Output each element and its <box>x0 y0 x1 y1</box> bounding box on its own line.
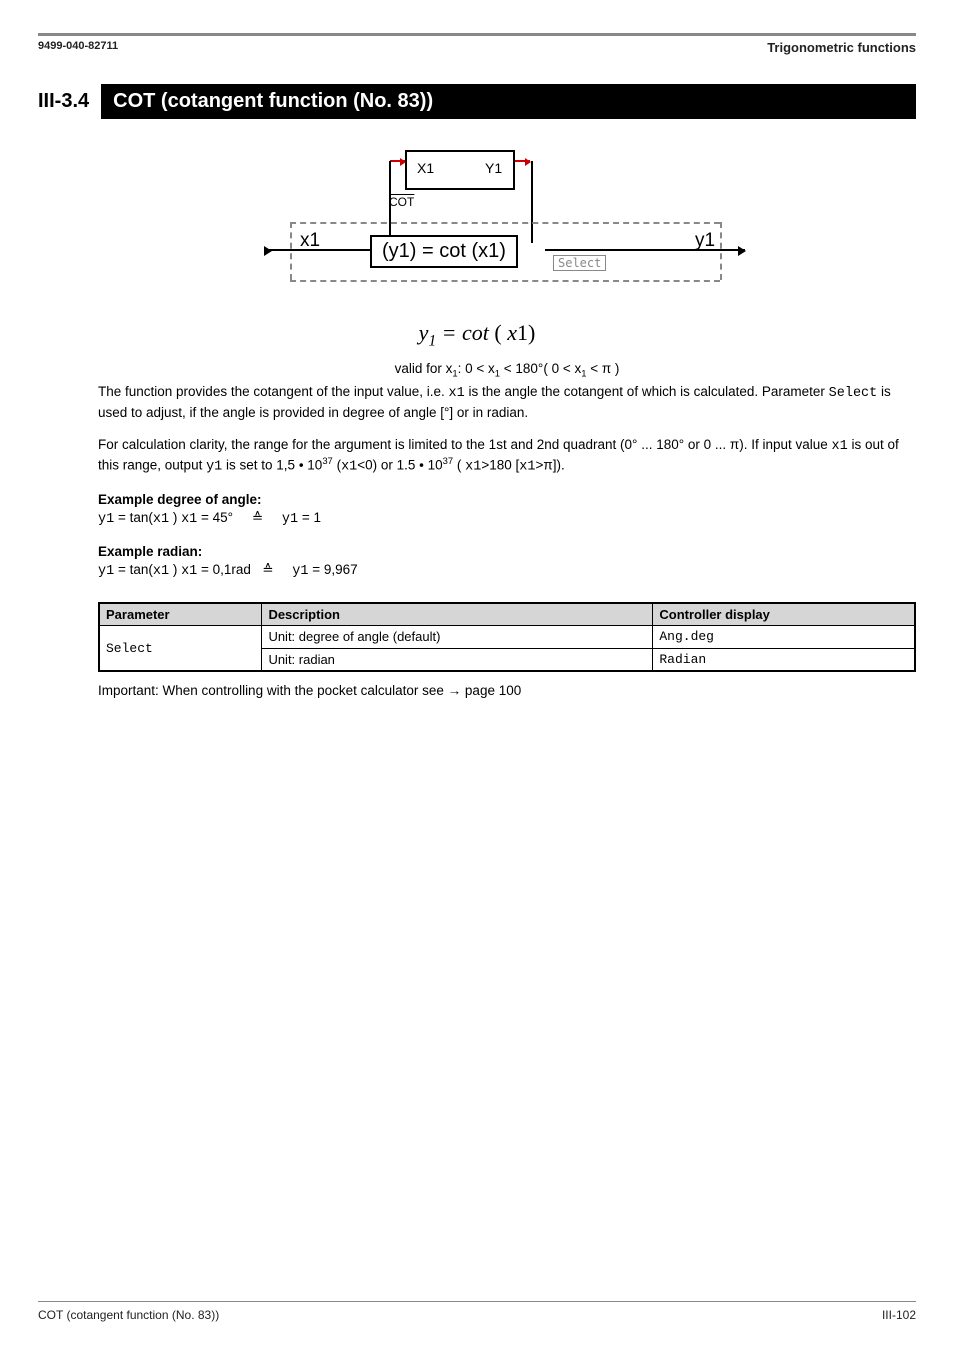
p1-t2: is the angle the cotangent of which is c… <box>465 384 829 399</box>
p1-v2: Select <box>829 386 878 401</box>
table-row: Select Unit: degree of angle (default) A… <box>99 626 915 649</box>
valid-part1: : 0 < x <box>458 361 495 376</box>
example-radian-line: y1 = tan(x1 ) x1 = 0,1rad ≙ y1 = 9,967 <box>98 561 916 581</box>
formula-open: ( <box>489 320 507 345</box>
diagram-cot-label: COT <box>389 195 414 209</box>
section-title: COT (cotangent function (No. 83)) <box>101 84 916 119</box>
p1-t1: The function provides the cotangent of t… <box>98 384 448 399</box>
p2-t5: <0) or 1.5 • 10 <box>357 458 442 473</box>
exrad-ry1: y1 <box>292 564 308 579</box>
chapter-title: Trigonometric functions <box>767 40 916 55</box>
important-note: Important: When controlling with the poc… <box>98 682 916 700</box>
description-paragraph-2: For calculation clarity, the range for t… <box>98 436 916 477</box>
diagram-output-label: Y1 <box>485 160 502 176</box>
p2-v5: x1 <box>519 460 535 475</box>
p2-sup2: 37 <box>443 456 454 467</box>
exrad-val: = 0,1rad <box>197 562 251 577</box>
p2-v1: x1 <box>832 439 848 454</box>
example-degree-head: Example degree of angle: <box>98 491 916 509</box>
arrow-in-top-icon <box>390 160 405 162</box>
section-heading: III-3.4 COT (cotangent function (No. 83)… <box>38 84 916 119</box>
arrow-main-out-icon <box>545 249 745 251</box>
p2-sup1: 37 <box>322 456 333 467</box>
formula-close: ) <box>528 320 535 345</box>
footer-left: COT (cotangent function (No. 83)) <box>38 1308 219 1322</box>
formula-x-sub: 1 <box>517 320 528 345</box>
valid-range-line: valid for x1: 0 < x1 < 180°( 0 < x1 < π … <box>98 360 916 381</box>
exrad-rval: = 9,967 <box>308 562 357 577</box>
description-paragraph-1: The function provides the cotangent of t… <box>98 383 916 421</box>
example-radian-head: Example radian: <box>98 543 916 561</box>
exdeg-val: = 45° <box>197 510 233 525</box>
body-content: valid for x1: 0 < x1 < 180°( 0 < x1 < π … <box>98 360 916 701</box>
p2-t6: ( <box>453 458 465 473</box>
table-header-description: Description <box>262 603 653 626</box>
formula-x: x <box>507 320 517 345</box>
exdeg-rval: = 1 <box>298 510 321 525</box>
exrad-x1b: x1 <box>181 564 197 579</box>
arrow-out-top-icon <box>515 160 530 162</box>
footer-right: III-102 <box>882 1308 916 1322</box>
table-header-parameter: Parameter <box>99 603 262 626</box>
formula-y: y <box>419 320 429 345</box>
table-cell-desc-2: Unit: radian <box>262 648 653 671</box>
valid-part3: < π ) <box>586 361 619 376</box>
p2-v2: y1 <box>206 460 222 475</box>
exdeg-close: ) <box>169 510 181 525</box>
diagram-dash-top <box>290 222 720 224</box>
p2-t8: >π]). <box>536 458 565 473</box>
diagram-dash-right <box>720 222 722 280</box>
exdeg-eq: = tan( <box>114 510 153 525</box>
table-cell-disp-2: Radian <box>653 648 915 671</box>
exrad-close: ) <box>169 562 181 577</box>
p1-v1: x1 <box>448 386 464 401</box>
diagram-equation-box: (y1) = cot (x1) <box>370 235 518 268</box>
p2-v4: x1 <box>465 460 481 475</box>
exdeg-y1: y1 <box>98 512 114 527</box>
exrad-x1a: x1 <box>153 564 169 579</box>
formula-fn: cot <box>462 320 489 345</box>
diagram-dash-bottom <box>290 280 720 282</box>
p2-t4: ( <box>333 458 341 473</box>
diagram-port-x1: x1 <box>300 230 320 252</box>
formula-eq: = <box>436 320 462 345</box>
exdeg-ry1: y1 <box>282 512 298 527</box>
cot-diagram: X1 Y1 COT x1 (y1) = cot (x1) Select y1 <box>235 150 735 305</box>
exdeg-x1b: x1 <box>181 512 197 527</box>
diagram-select-box: Select <box>553 255 606 271</box>
table-cell-parameter: Select <box>99 626 262 672</box>
valid-part2: < 180°( 0 < x <box>500 361 581 376</box>
top-rule <box>38 33 916 36</box>
exrad-tri: ≙ <box>262 562 273 577</box>
diagram-input-label: X1 <box>417 160 434 176</box>
diagram-dash-left <box>290 222 292 280</box>
p2-t3: is set to 1,5 • 10 <box>222 458 322 473</box>
example-degree-line: y1 = tan(x1 ) x1 = 45° ≙ y1 = 1 <box>98 509 916 529</box>
p2-t7: >180 [ <box>481 458 519 473</box>
doc-id: 9499-040-82711 <box>38 40 118 52</box>
parameter-table: Parameter Description Controller display… <box>98 602 916 673</box>
table-cell-desc-1: Unit: degree of angle (default) <box>262 626 653 649</box>
diagram-connector-right <box>531 161 533 243</box>
exrad-eq: = tan( <box>114 562 153 577</box>
exrad-y1: y1 <box>98 564 114 579</box>
exdeg-tri: ≙ <box>252 510 263 525</box>
valid-prefix: valid for x <box>395 361 453 376</box>
section-number: III-3.4 <box>38 84 101 119</box>
formula-y-sub: 1 <box>428 332 436 349</box>
table-cell-disp-1: Ang.deg <box>653 626 915 649</box>
p2-t1: For calculation clarity, the range for t… <box>98 437 832 452</box>
main-formula: y1 = cot ( x1) <box>0 320 954 350</box>
p2-v3: x1 <box>341 460 357 475</box>
footer-rule <box>38 1301 916 1302</box>
exdeg-x1a: x1 <box>153 512 169 527</box>
table-header-display: Controller display <box>653 603 915 626</box>
table-header-row: Parameter Description Controller display <box>99 603 915 626</box>
